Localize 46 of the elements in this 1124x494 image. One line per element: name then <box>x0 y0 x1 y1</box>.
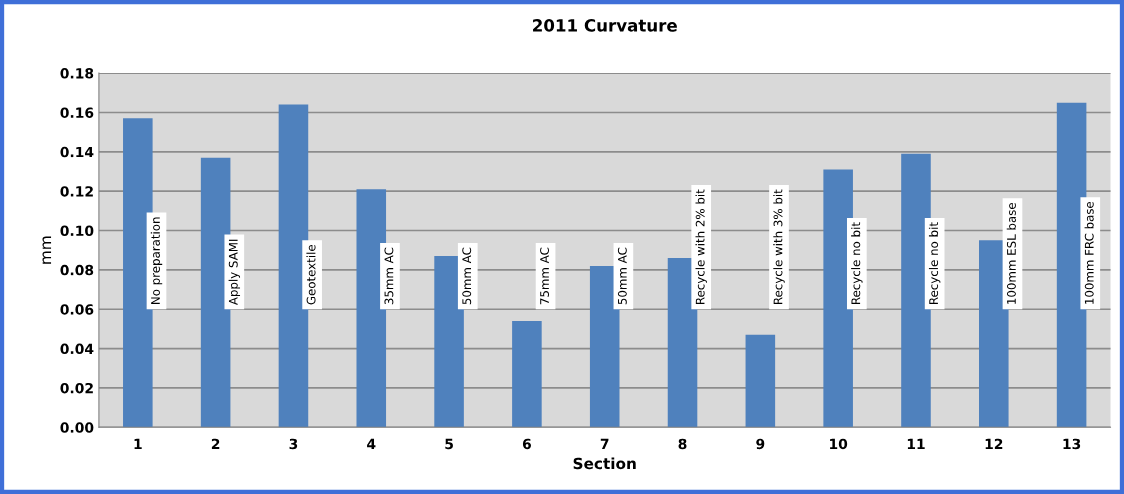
bar <box>901 153 931 428</box>
bar <box>512 321 542 428</box>
annotation: Recycle with 2% bit <box>695 189 707 304</box>
annotation: 100mm ESL base <box>1006 203 1016 304</box>
y-tick-label: 0.08 <box>60 264 94 276</box>
x-tick-label: 1 <box>134 438 142 449</box>
annotation: 75mm AC <box>540 247 549 305</box>
y-tick-label: 0.12 <box>60 186 93 197</box>
y-tick-label: 0.18 <box>60 68 94 79</box>
x-tick-label: 3 <box>289 438 298 450</box>
y-tick-label: 0.16 <box>60 107 94 118</box>
x-tick-label: 7 <box>600 438 609 449</box>
x-tick-label: 10 <box>830 438 848 450</box>
x-tick-label: 5 <box>445 438 453 450</box>
bar <box>434 256 464 428</box>
x-axis-title: Section <box>573 457 636 470</box>
y-tick-label: 0.14 <box>60 146 94 158</box>
bar <box>979 240 1009 428</box>
annotation: Apply SAMI <box>228 239 241 306</box>
annotation: No preparation <box>150 217 163 304</box>
annotation: 50mm AC <box>617 247 627 305</box>
annotation: 35mm AC <box>384 247 394 305</box>
x-tick-label: 11 <box>907 438 925 449</box>
annotation: Recycle no bit <box>851 222 863 304</box>
x-tick-label: 2 <box>211 438 220 449</box>
x-tick-label: 12 <box>985 438 1003 449</box>
x-tick-label: 4 <box>367 438 376 449</box>
annotation: 100mm FRC base <box>1084 201 1094 304</box>
chart-title: 2011 Curvature <box>533 19 677 32</box>
x-tick-label: 13 <box>1063 438 1081 450</box>
y-tick-label: 0.04 <box>60 343 94 355</box>
y-tick-label: 0.10 <box>60 225 94 237</box>
y-tick-label: 0.06 <box>60 304 94 315</box>
annotation: 50mm AC <box>462 247 472 305</box>
bar <box>745 334 776 428</box>
annotation: Recycle with 3% bit <box>773 189 785 304</box>
x-tick-label: 6 <box>522 438 531 450</box>
x-tick-label: 8 <box>678 438 687 450</box>
bar <box>823 169 853 428</box>
bar <box>589 265 620 428</box>
y-tick-label: 0.00 <box>60 422 94 433</box>
x-tick-label: 9 <box>756 438 765 450</box>
annotation: Geotextile <box>306 244 316 305</box>
annotation: Recycle no bit <box>928 222 941 304</box>
y-tick-label: 0.02 <box>60 382 93 394</box>
y-axis-title: mm <box>42 236 52 264</box>
